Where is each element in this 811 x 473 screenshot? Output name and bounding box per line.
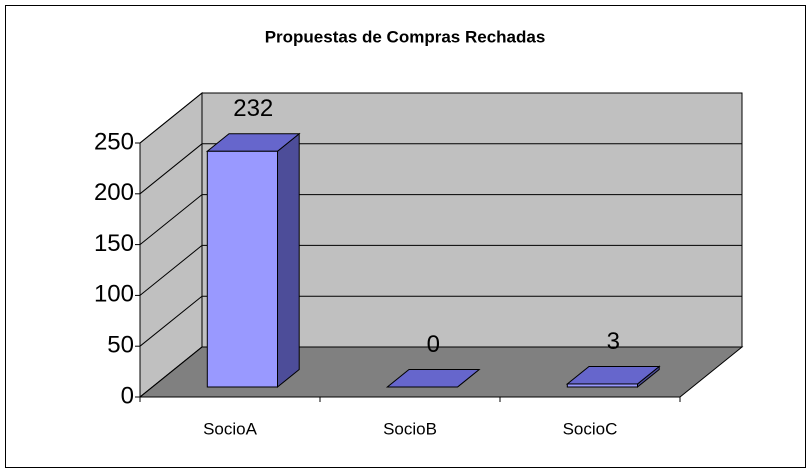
y-tick-label: 100: [94, 281, 134, 308]
grid-line: [139, 295, 742, 347]
side-wall: [139, 91, 203, 399]
grid-line: [139, 346, 742, 398]
y-tick-label: 50: [107, 332, 134, 359]
grid-line: [139, 92, 742, 144]
bar-top: [385, 369, 481, 388]
x-tick-label: SocioC: [563, 419, 618, 438]
x-tick-label: SocioB: [383, 419, 437, 438]
value-label: 232: [233, 95, 273, 122]
grid-line: [139, 143, 742, 195]
y-tick-label: 200: [94, 179, 134, 206]
grid-line: [139, 244, 742, 296]
bar: [566, 383, 638, 388]
y-tick-label: 0: [121, 382, 134, 409]
bar-side: [277, 132, 300, 389]
y-tick-label: 150: [94, 230, 134, 257]
y-tick-label: 250: [94, 128, 134, 155]
value-label: 3: [607, 328, 620, 355]
grid-line: [139, 194, 742, 245]
chart-title: Propuestas de Compras Rechadas: [265, 27, 546, 46]
bar: [206, 150, 278, 388]
x-tick-label: SocioA: [203, 419, 258, 438]
value-label: 0: [427, 331, 440, 358]
